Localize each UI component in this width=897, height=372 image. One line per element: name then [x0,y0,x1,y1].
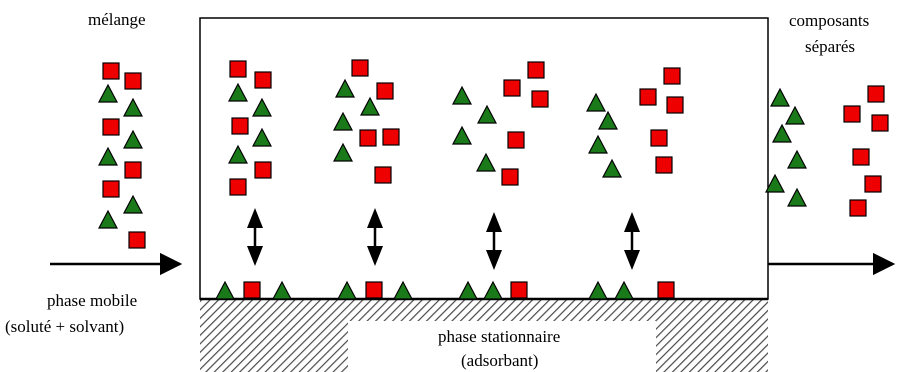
mobile-phase-label-line1: phase mobile [47,291,137,310]
green-triangle-particle [123,129,143,149]
green-triangle-particle [360,96,380,116]
red-square-particle [229,178,247,196]
green-triangle-particle [335,78,355,98]
red-square-particle [507,131,525,149]
green-triangle-particle [483,280,503,300]
red-square-particle [128,231,146,249]
green-triangle-particle [476,152,496,172]
exchange-arrows [247,208,640,270]
green-triangle-particle [477,104,497,124]
red-square-particle [382,128,400,146]
red-square-particle [102,118,120,136]
mobile-phase-label-line2: (soluté + solvant) [5,317,124,336]
particles-layer [98,59,889,300]
red-square-particle [527,61,545,79]
green-triangle-particle [252,127,272,147]
green-triangle-particle [765,173,785,193]
red-square-particle [365,281,383,299]
green-triangle-particle [588,280,608,300]
mixture-label: mélange [88,10,146,29]
green-triangle-particle [588,134,608,154]
red-square-particle [254,161,272,179]
red-square-particle [243,281,261,299]
red-square-particle [351,59,369,77]
red-square-particle [510,281,528,299]
green-triangle-particle [393,280,413,300]
red-square-particle [663,67,681,85]
red-square-particle [655,156,673,174]
green-triangle-particle [252,97,272,117]
green-triangle-particle [337,280,357,300]
red-square-particle [229,60,247,78]
green-triangle-particle [333,142,353,162]
red-square-particle [852,148,870,166]
red-square-particle [359,129,377,147]
red-square-particle [650,129,668,147]
green-triangle-particle [586,92,606,112]
red-square-particle [639,88,657,106]
green-triangle-particle [785,105,805,125]
green-triangle-particle [770,87,790,107]
green-triangle-particle [787,149,807,169]
red-square-particle [254,71,272,89]
red-square-particle [124,72,142,90]
green-triangle-particle [98,83,118,103]
green-triangle-particle [215,280,235,300]
green-triangle-particle [98,146,118,166]
red-square-particle [849,199,867,217]
red-square-particle [531,90,549,108]
separated-label-line2: séparés [805,37,855,56]
red-square-particle [102,180,120,198]
red-square-particle [867,85,885,103]
red-square-particle [501,168,519,186]
red-square-particle [871,114,889,132]
stationary-phase-label-line1: phase stationnaire [438,327,560,346]
green-triangle-particle [452,125,472,145]
green-triangle-particle [333,111,353,131]
green-triangle-particle [98,209,118,229]
green-triangle-particle [452,85,472,105]
green-triangle-particle [123,194,143,214]
green-triangle-particle [772,123,792,143]
separated-label-line1: composants [789,11,869,30]
red-square-particle [124,161,142,179]
stationary-phase [200,297,768,372]
red-square-particle [657,281,675,299]
red-square-particle [374,166,392,184]
green-triangle-particle [787,187,807,207]
green-triangle-particle [272,280,292,300]
green-triangle-particle [228,144,248,164]
green-triangle-particle [458,280,478,300]
green-triangle-particle [598,110,618,130]
green-triangle-particle [228,82,248,102]
green-triangle-particle [123,97,143,117]
red-square-particle [666,96,684,114]
green-triangle-particle [602,158,622,178]
red-square-particle [102,62,120,80]
red-square-particle [843,105,861,123]
red-square-particle [864,175,882,193]
green-triangle-particle [614,280,634,300]
stationary-phase-label-line2: (adsorbant) [461,351,538,370]
red-square-particle [503,79,521,97]
red-square-particle [231,117,249,135]
red-square-particle [376,82,394,100]
